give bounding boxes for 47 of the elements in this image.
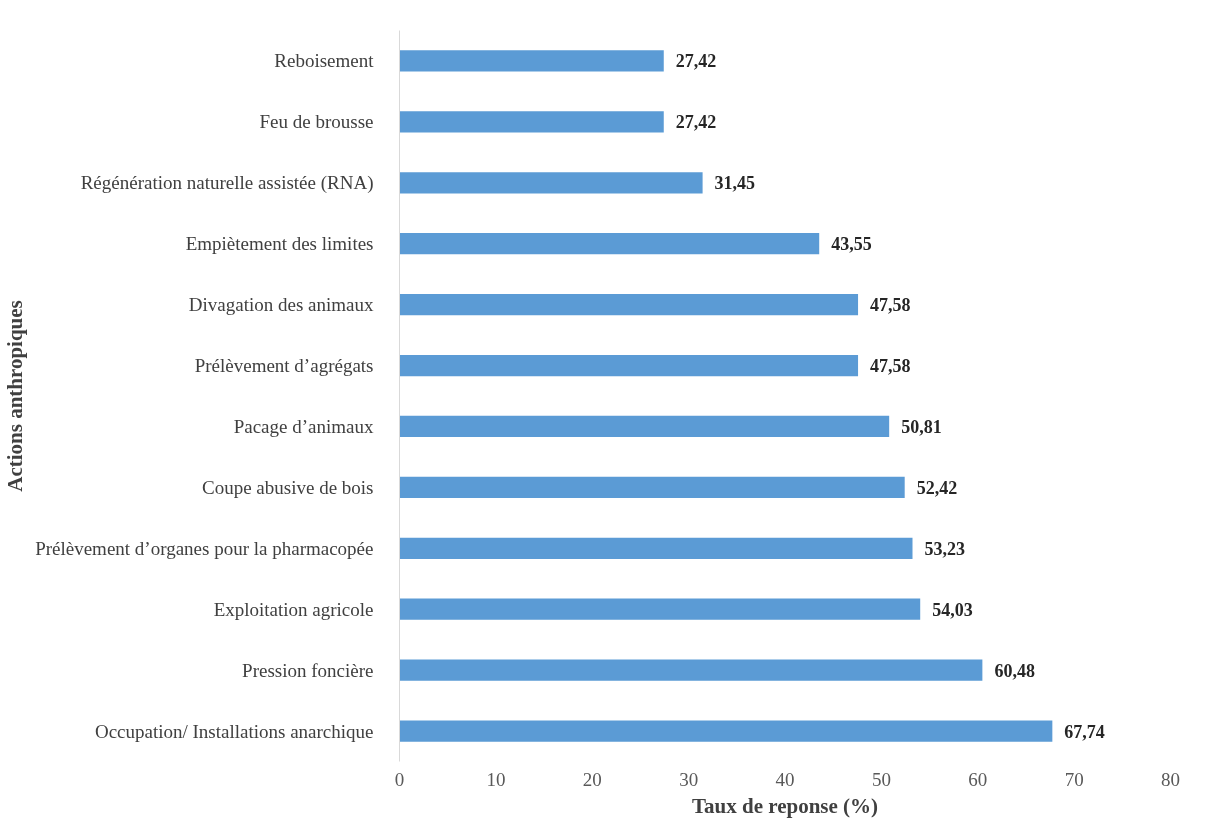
x-tick-label: 50 <box>871 768 891 790</box>
y-tick-label: Pression foncière <box>242 659 374 681</box>
y-tick-label: Prélèvement d’agrégats <box>194 355 374 377</box>
data-label: 47,58 <box>870 295 911 316</box>
bar <box>399 354 859 377</box>
bar <box>399 293 859 316</box>
data-label: 52,42 <box>916 477 958 498</box>
y-tick-label: Empiètement des limites <box>185 233 374 255</box>
y-tick-label: Pacage d’animaux <box>233 415 374 437</box>
data-label: 67,74 <box>1064 721 1105 742</box>
y-tick-label: Reboisement <box>274 50 375 72</box>
bar <box>399 50 664 72</box>
bar <box>399 233 820 255</box>
data-label: 27,42 <box>675 112 717 133</box>
bar <box>399 659 983 681</box>
x-tick-label: 40 <box>775 768 795 790</box>
x-tick-label: 80 <box>1161 768 1180 790</box>
bar <box>399 476 905 499</box>
bar <box>399 172 703 194</box>
y-tick-label: Feu de brousse <box>259 111 374 133</box>
data-label: 47,58 <box>870 356 911 377</box>
x-tick-label: 0 <box>394 768 405 790</box>
y-tick-label: Coupe abusive de bois <box>202 476 374 498</box>
data-label: 53,23 <box>924 538 965 559</box>
bar <box>399 111 664 133</box>
data-label: 50,81 <box>901 416 942 437</box>
y-axis-title: Actions anthropiques <box>3 300 28 492</box>
x-tick-label: 20 <box>582 768 602 790</box>
y-tick-label: Exploitation agricole <box>213 598 374 620</box>
data-label: 27,42 <box>675 51 717 72</box>
y-tick-label: Prélèvement d’organes pour la pharmacopée <box>35 537 374 559</box>
data-label: 54,03 <box>932 599 973 620</box>
x-tick-label: 30 <box>679 768 699 790</box>
y-tick-label: Divagation des animaux <box>188 294 374 316</box>
x-axis-title: Taux de reponse (%) <box>691 793 879 818</box>
x-tick-label: 10 <box>486 768 506 790</box>
bar <box>399 720 1053 742</box>
bar <box>399 415 890 438</box>
y-tick-label: Régénération naturelle assistée (RNA) <box>80 172 374 195</box>
y-tick-label: Occupation/ Installations anarchique <box>94 720 374 742</box>
x-tick-label: 70 <box>1064 768 1084 790</box>
data-label: 31,45 <box>714 173 756 194</box>
data-label: 60,48 <box>994 660 1035 681</box>
bar <box>399 537 913 559</box>
bar <box>399 598 921 620</box>
data-label: 43,55 <box>831 234 872 255</box>
x-tick-label: 60 <box>968 768 988 790</box>
